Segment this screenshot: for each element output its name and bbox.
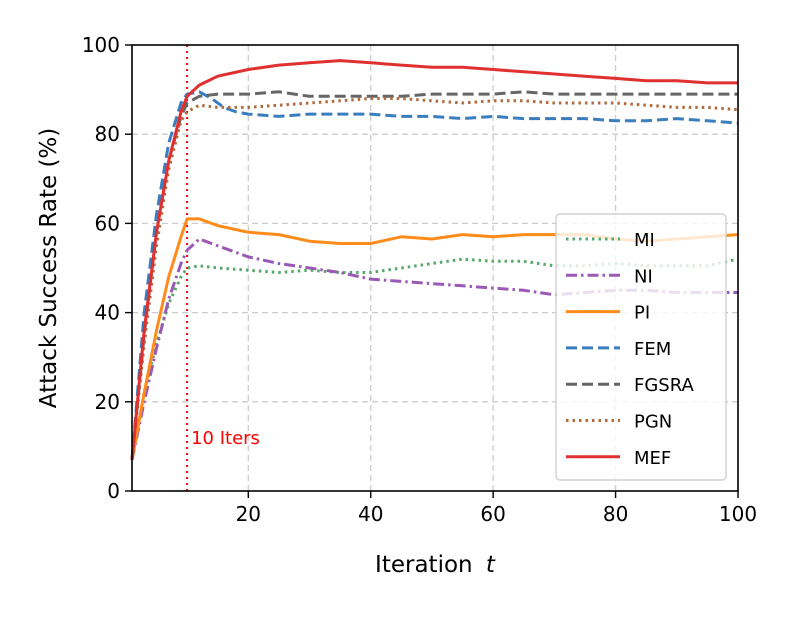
series-line-fem xyxy=(130,90,739,460)
legend-label-fem: FEM xyxy=(634,339,671,360)
y-tick-label: 20 xyxy=(95,390,120,414)
x-axis-variable: t xyxy=(486,552,496,578)
x-axis-title: Iteration t xyxy=(375,552,496,578)
series-line-fgsra xyxy=(130,90,738,460)
x-tick-label: 20 xyxy=(236,502,261,526)
y-axis-title: Attack Success Rate (%) xyxy=(36,128,62,408)
annotation-layer: 10 Iters xyxy=(186,45,260,491)
y-tick-label: 80 xyxy=(95,122,120,146)
x-tick-label: 100 xyxy=(719,502,757,526)
annotation-label: 10 Iters xyxy=(191,428,260,449)
x-tick-label: 80 xyxy=(603,502,628,526)
legend-label-fgsra: FGSRA xyxy=(634,375,695,396)
series-line-mef xyxy=(130,59,738,460)
x-tick-label: 60 xyxy=(480,502,505,526)
x-tick-label: 40 xyxy=(358,502,383,526)
legend-label-pi: PI xyxy=(634,303,650,324)
legend-label-mef: MEF xyxy=(634,448,671,469)
legend-label-pgn: PGN xyxy=(634,412,672,433)
legend: MI NI PI FEM FGSRA PGN MEF xyxy=(555,213,727,481)
legend-label-mi: MI xyxy=(634,230,655,251)
ticks-layer: 20 40 60 80 100 0 20 40 60 80 100 xyxy=(82,33,757,526)
y-tick-label: 60 xyxy=(95,211,120,235)
y-tick-label: 40 xyxy=(95,301,120,325)
y-tick-label: 100 xyxy=(82,33,120,57)
x-axis-label: Iteration xyxy=(375,552,473,578)
legend-label-ni: NI xyxy=(634,266,653,287)
legend-box xyxy=(555,213,727,481)
plot-frame xyxy=(131,44,739,492)
y-tick-label: 0 xyxy=(107,479,120,503)
